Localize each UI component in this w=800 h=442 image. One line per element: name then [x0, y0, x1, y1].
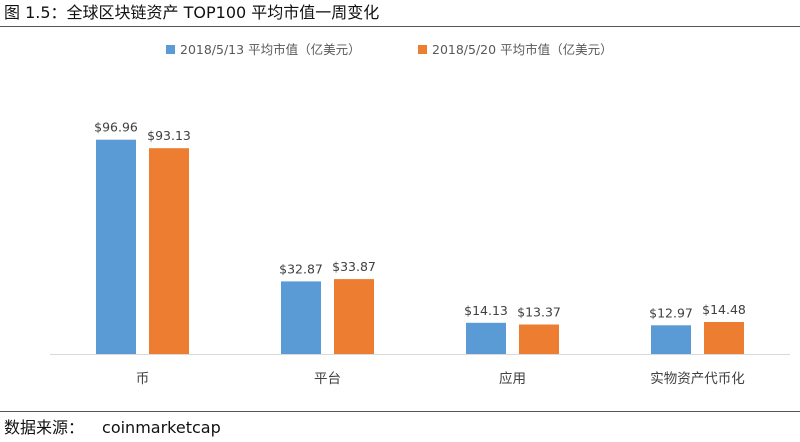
- data-label-s2-1: $33.87: [332, 259, 376, 274]
- data-label-s1-2: $14.13: [464, 303, 508, 318]
- bar-s2-2: [519, 324, 559, 354]
- data-label-s2-0: $93.13: [147, 128, 191, 143]
- legend-label-1: 2018/5/13 平均市值（亿美元）: [180, 42, 361, 57]
- legend: 2018/5/13 平均市值（亿美元） 2018/5/20 平均市值（亿美元）: [166, 42, 613, 57]
- legend-label-2: 2018/5/20 平均市值（亿美元）: [432, 42, 613, 57]
- data-labels: $96.96 $93.13 $32.87 $33.87 $14.13 $13.37 $12.…: [94, 120, 746, 321]
- category-label-3: 实物资产代币化: [650, 371, 745, 387]
- data-label-s1-0: $96.96: [94, 120, 138, 135]
- bar-chart: 2018/5/13 平均市值（亿美元） 2018/5/20 平均市值（亿美元） $…: [50, 42, 790, 387]
- data-label-s2-3: $14.48: [702, 302, 746, 317]
- bar-s2-1: [334, 279, 374, 354]
- data-label-s1-1: $32.87: [279, 261, 323, 276]
- bars: [96, 139, 744, 354]
- bar-s1-1: [281, 281, 321, 354]
- category-label-2: 应用: [499, 370, 526, 387]
- data-label-s1-3: $12.97: [649, 305, 693, 320]
- category-label-0: 币: [136, 371, 150, 387]
- category-label-1: 平台: [314, 371, 341, 387]
- data-label-s2-2: $13.37: [517, 305, 561, 320]
- bar-s2-3: [704, 322, 744, 354]
- legend-swatch-2: [418, 45, 427, 54]
- figure-title: 图 1.5：全球区块链资产 TOP100 平均市值一周变化: [4, 3, 380, 22]
- category-labels: 币 平台 应用 实物资产代币化: [136, 370, 745, 387]
- source-divider: [0, 411, 800, 412]
- bar-s2-0: [149, 148, 189, 354]
- source-value: coinmarketcap: [102, 418, 221, 437]
- bar-s1-2: [466, 322, 506, 354]
- title-divider: [0, 26, 800, 27]
- source-label: 数据来源：: [4, 418, 85, 437]
- source-line: 数据来源： coinmarketcap: [4, 418, 221, 438]
- bar-s1-0: [96, 139, 136, 354]
- legend-swatch-1: [166, 45, 175, 54]
- bar-s1-3: [651, 325, 691, 354]
